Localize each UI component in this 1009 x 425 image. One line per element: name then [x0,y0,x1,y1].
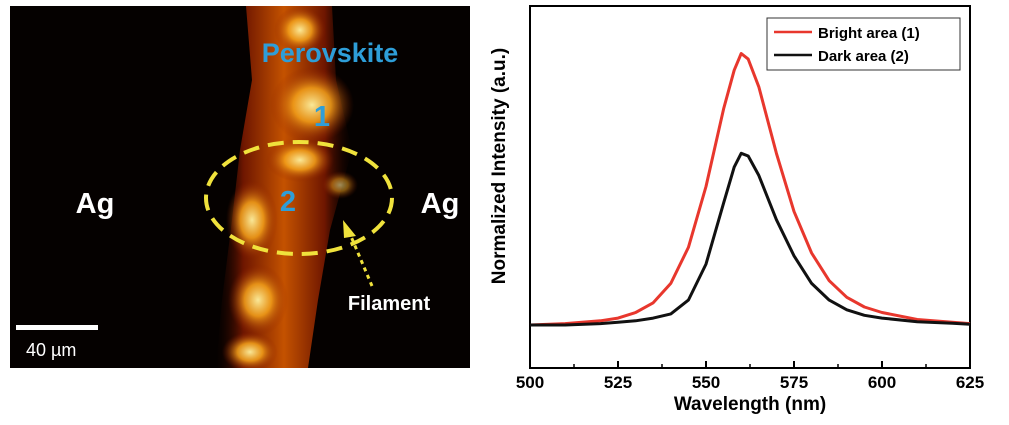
x-tick-label: 500 [516,373,544,392]
x-tick-label: 550 [692,373,720,392]
legend-label-dark: Dark area (2) [818,48,909,65]
x-tick-label: 525 [604,373,632,392]
glow-spot [228,264,288,336]
glow-spot [274,6,326,54]
label-ag-left: Ag [76,188,115,220]
label-filament: Filament [348,293,431,315]
glow-spot [322,171,358,199]
y-axis-label: Normalized Intensity (a.u.) [489,48,510,284]
x-axis-label: Wavelength (nm) [674,394,826,415]
x-ticks: 500 525 550 575 600 625 [516,361,984,392]
filament-ellipse [204,140,394,256]
glow-spot [222,332,278,368]
micrograph-panel: Perovskite 1 2 Ag Ag Filament 40 µm [10,6,470,368]
series-lines [529,52,971,327]
x-tick-label: 625 [956,373,984,392]
x-tick-label: 575 [780,373,808,392]
filament-arrow-head [343,220,356,238]
label-ag-right: Ag [421,188,460,220]
glow-spot [266,138,334,182]
scale-bar-label: 40 µm [26,340,76,360]
series-line-dark-area [530,151,971,327]
x-tick-label: 600 [868,373,896,392]
region-2-marker: 2 [280,186,296,218]
filament-glow [216,6,358,368]
scale-bar [16,325,98,330]
pl-spectrum-chart: 500 525 550 575 600 625 Wavelength (nm) Norma… [489,5,984,415]
region-1-marker: 1 [314,101,330,133]
legend-box [766,17,961,71]
legend-label-bright: Bright area (1) [818,25,920,42]
filament-arrow-line [348,233,374,287]
label-perovskite: Perovskite [262,38,399,68]
glow-spot [270,67,354,143]
series-line-bright-area [529,52,971,327]
legend: Bright area (1) Dark area (2) [766,17,961,71]
